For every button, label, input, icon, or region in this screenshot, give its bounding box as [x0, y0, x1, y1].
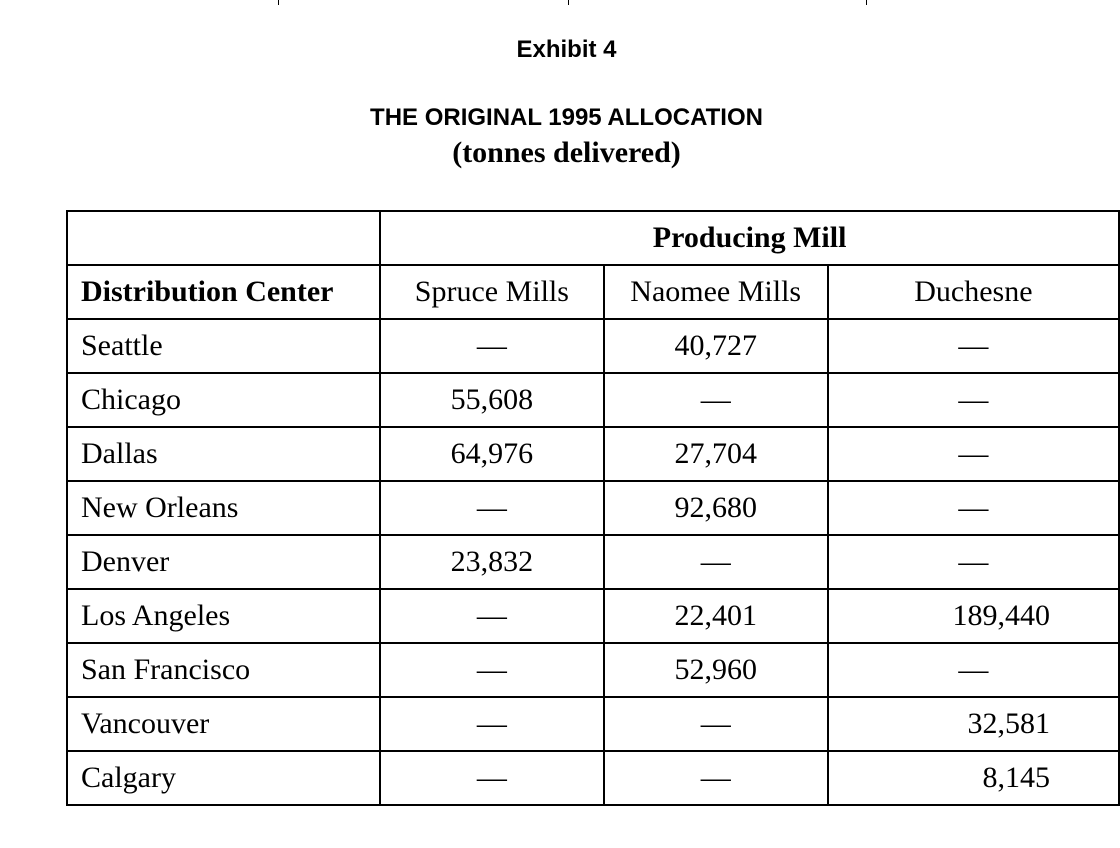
- table-row: Los Angeles —22,401 189,440: [65, 588, 1120, 644]
- tonnage-cell: 8,145: [826, 750, 1120, 806]
- distribution-center-cell: Los Angeles: [65, 588, 382, 644]
- tonnage-cell: —: [826, 426, 1120, 482]
- tonnage-cell: 40,727: [602, 318, 829, 374]
- table-row: Chicago 55,608— —: [65, 372, 1120, 428]
- distribution-center-cell: Chicago: [65, 372, 382, 428]
- exhibit-label: Exhibit 4: [516, 36, 617, 63]
- tonnage-cell: —: [826, 480, 1120, 536]
- tick-mark: [278, 0, 279, 5]
- tonnage-cell: 64,976: [379, 426, 605, 482]
- tonnage-cell: —: [602, 750, 829, 806]
- table-row: San Francisco —52,960—: [65, 642, 1120, 698]
- producing-mill-header: Producing Mill: [379, 210, 1120, 266]
- table-row: Vancouver — —32,581: [65, 696, 1120, 752]
- tonnage-cell: 23,832: [379, 534, 605, 590]
- table-row: Denver 23,832— —: [65, 534, 1120, 590]
- table-body: Seattle —40,727— Chicago 55,608— — Dallas 64,9…: [65, 318, 1120, 806]
- tonnage-cell: —: [379, 588, 605, 644]
- distribution-center-cell: Seattle: [65, 318, 382, 374]
- table-row: Seattle —40,727—: [65, 318, 1120, 374]
- page-title: THE ORIGINAL 1995 ALLOCATION: [370, 104, 763, 131]
- distribution-center-cell: San Francisco: [65, 642, 382, 698]
- tick-mark: [866, 0, 867, 5]
- tonnage-cell: —: [379, 480, 605, 536]
- distribution-center-cell: Calgary: [65, 750, 382, 806]
- tonnage-cell: —: [379, 696, 605, 752]
- tonnage-cell: —: [602, 372, 829, 428]
- tonnage-cell: —: [379, 318, 605, 374]
- tick-mark: [568, 0, 569, 5]
- table-row: Dallas 64,976 27,704—: [65, 426, 1120, 482]
- page-top-ticks: [0, 0, 1120, 6]
- distribution-center-cell: New Orleans: [65, 480, 382, 536]
- tonnage-cell: —: [602, 534, 829, 590]
- page-subtitle: (tonnes delivered): [452, 136, 681, 169]
- tonnage-cell: —: [602, 696, 829, 752]
- tonnage-cell: 55,608: [379, 372, 605, 428]
- tonnage-cell: 27,704: [602, 426, 829, 482]
- column-header-row: Distribution Center Spruce Mills Naomee …: [65, 264, 1120, 320]
- tonnage-cell: —: [826, 534, 1120, 590]
- group-header-row: Producing Mill: [65, 210, 1120, 266]
- distribution-center-cell: Dallas: [65, 426, 382, 482]
- table-row: New Orleans —92,680—: [65, 480, 1120, 536]
- allocation-table: Producing Mill Distribution Center Spruc…: [65, 210, 1120, 806]
- distribution-center-header: Distribution Center: [65, 264, 382, 320]
- tonnage-cell: —: [379, 642, 605, 698]
- tonnage-cell: 52,960: [602, 642, 829, 698]
- distribution-center-cell: Vancouver: [65, 696, 382, 752]
- tonnage-cell: —: [379, 750, 605, 806]
- empty-header-cell: [65, 210, 382, 266]
- tonnage-cell: 32,581: [826, 696, 1120, 752]
- table-row: Calgary — —8,145: [65, 750, 1120, 806]
- column-header-naomee-mills: Naomee Mills: [602, 264, 829, 320]
- tonnage-cell: —: [826, 372, 1120, 428]
- column-header-spruce-mills: Spruce Mills: [379, 264, 605, 320]
- tonnage-cell: —: [826, 642, 1120, 698]
- tonnage-cell: —: [826, 318, 1120, 374]
- tonnage-cell: 22,401: [602, 588, 829, 644]
- column-header-duchesne: Duchesne: [826, 264, 1120, 320]
- tonnage-cell: 92,680: [602, 480, 829, 536]
- distribution-center-cell: Denver: [65, 534, 382, 590]
- tonnage-cell: 189,440: [826, 588, 1120, 644]
